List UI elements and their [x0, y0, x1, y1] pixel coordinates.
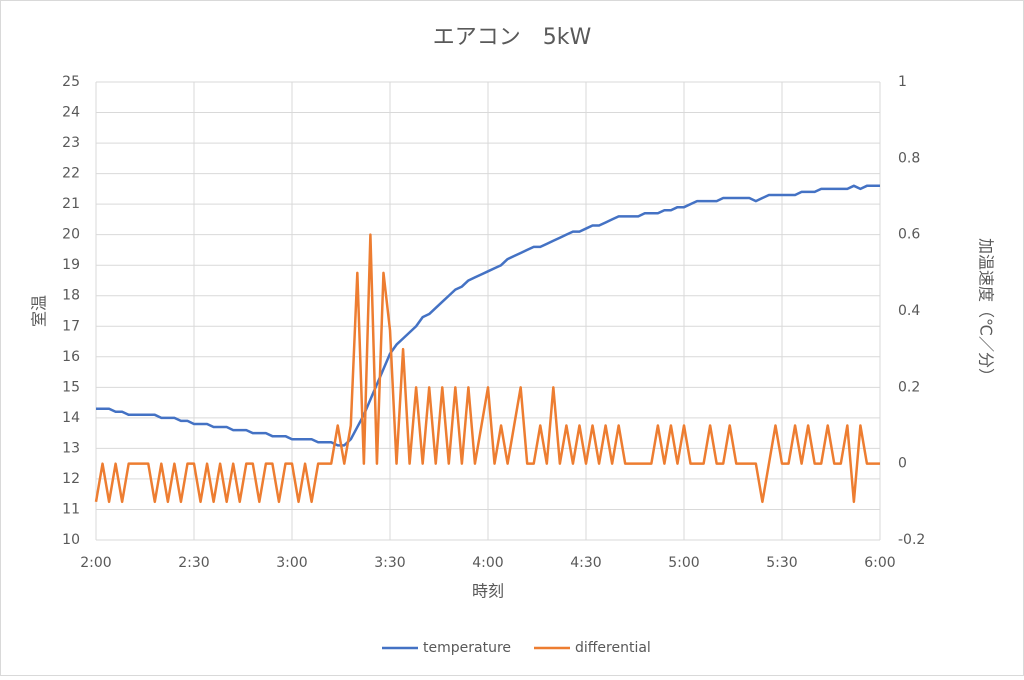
y-tick-label: 23: [62, 135, 80, 151]
y-tick-label: 11: [62, 501, 80, 517]
y-tick-label: 13: [62, 440, 80, 456]
x-tick-label: 3:00: [276, 555, 307, 571]
y-tick-label: 21: [62, 196, 80, 212]
x-tick-label: 6:00: [864, 555, 895, 571]
x-tick-label: 5:30: [766, 555, 797, 571]
series-line: [96, 184, 880, 447]
y-tick-label: 22: [62, 166, 80, 182]
y2-tick-label: 1: [898, 74, 907, 90]
x-tick-label: 3:30: [374, 555, 405, 571]
x-axis-label: 時刻: [472, 582, 504, 601]
x-tick-label: 4:00: [472, 555, 503, 571]
series-line: [94, 233, 880, 504]
y-axis-label: 室温: [30, 295, 49, 327]
y-tick-label: 24: [62, 105, 80, 121]
y-tick-label: 16: [62, 349, 80, 365]
y2-tick-label: 0.6: [898, 227, 920, 243]
legend-label: differential: [575, 640, 651, 656]
x-tick-label: 2:30: [178, 555, 209, 571]
y2-tick-label: -0.2: [898, 532, 925, 548]
y2-tick-label: 0.4: [898, 303, 920, 319]
y2-tick-label: 0: [898, 456, 907, 472]
y-tick-label: 12: [62, 471, 80, 487]
y-tick-label: 15: [62, 379, 80, 395]
y-tick-label: 10: [62, 532, 80, 548]
y2-axis-label: 加温速度（℃／分）: [977, 238, 996, 384]
legend-label: temperature: [423, 640, 511, 656]
y2-tick-label: 0.2: [898, 379, 920, 395]
y-tick-label: 17: [62, 318, 80, 334]
y2-tick-label: 0.8: [898, 150, 920, 166]
x-tick-label: 4:30: [570, 555, 601, 571]
y-tick-label: 20: [62, 227, 80, 243]
x-tick-label: 5:00: [668, 555, 699, 571]
chart-title: エアコン 5kW: [433, 25, 592, 50]
y-tick-label: 14: [62, 410, 80, 426]
y-tick-label: 25: [62, 74, 80, 90]
y-tick-label: 18: [62, 288, 80, 304]
y-tick-label: 19: [62, 257, 80, 273]
x-tick-label: 2:00: [80, 555, 111, 571]
